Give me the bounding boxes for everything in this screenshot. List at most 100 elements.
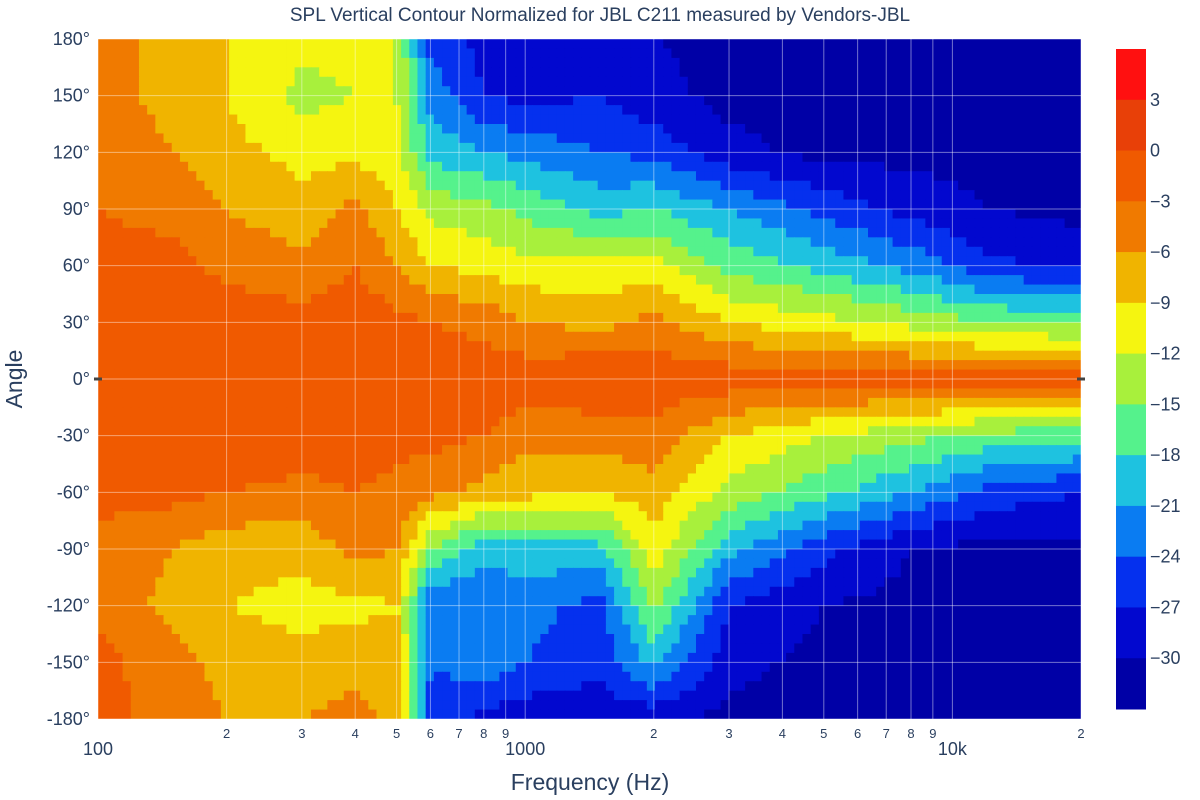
contour-cell: [556, 275, 566, 286]
contour-cell: [466, 114, 476, 125]
contour-cell: [794, 67, 804, 78]
contour-cell: [597, 152, 607, 163]
contour-cell: [687, 246, 697, 257]
contour-cell: [302, 152, 312, 163]
contour-cell: [663, 124, 673, 135]
contour-cell: [638, 180, 648, 191]
contour-cell: [1056, 350, 1066, 361]
contour-cell: [106, 312, 115, 323]
contour-cell: [278, 275, 288, 286]
contour-cell: [417, 86, 427, 97]
contour-cell: [458, 180, 468, 191]
contour-cell: [114, 39, 124, 50]
contour-cell: [1072, 246, 1081, 257]
contour-cell: [999, 275, 1008, 286]
contour-cell: [499, 407, 509, 418]
contour-cell: [949, 199, 959, 210]
contour-cell: [237, 86, 247, 97]
contour-cell: [1007, 190, 1017, 201]
contour-cell: [802, 303, 812, 314]
contour-cell: [736, 237, 746, 248]
contour-cell: [1072, 265, 1081, 276]
contour-cell: [220, 416, 230, 427]
contour-cell: [335, 350, 345, 361]
contour-cell: [884, 246, 894, 257]
contour-cell: [933, 322, 943, 333]
contour-cell: [106, 142, 115, 153]
contour-cell: [212, 161, 222, 172]
contour-cell: [442, 303, 451, 314]
contour-cell: [728, 161, 738, 172]
contour-cell: [835, 171, 845, 182]
contour-cell: [1040, 124, 1049, 135]
contour-cell: [679, 142, 689, 153]
contour-cell: [384, 284, 394, 295]
contour-cell: [401, 265, 410, 276]
contour-cell: [1007, 199, 1017, 210]
contour-cell: [204, 294, 214, 305]
contour-cell: [769, 105, 779, 116]
contour-cell: [1048, 416, 1058, 427]
contour-cell: [368, 416, 378, 427]
contour-cell: [106, 350, 115, 361]
contour-cell: [450, 256, 460, 267]
contour-cell: [229, 199, 238, 210]
contour-cell: [253, 152, 263, 163]
contour-cell: [483, 294, 492, 305]
contour-cell: [868, 256, 877, 267]
contour-cell: [949, 76, 959, 87]
contour-cell: [720, 379, 730, 390]
contour-cell: [933, 341, 943, 352]
contour-cell: [310, 331, 320, 342]
contour-cell: [720, 360, 730, 371]
contour-cell: [368, 360, 378, 371]
contour-cell: [843, 86, 853, 97]
contour-cell: [450, 369, 460, 380]
contour-cell: [286, 416, 296, 427]
contour-cell: [310, 161, 320, 172]
contour-cell: [769, 341, 779, 352]
contour-cell: [786, 86, 795, 97]
contour-cell: [147, 360, 156, 371]
contour-cell: [523, 180, 533, 191]
contour-cell: [589, 397, 599, 408]
contour-cell: [786, 350, 795, 361]
contour-cell: [786, 133, 795, 144]
contour-cell: [925, 369, 935, 380]
contour-cell: [450, 105, 460, 116]
contour-cell: [745, 303, 754, 314]
contour-cell: [368, 171, 378, 182]
contour-cell: [491, 142, 500, 153]
contour-cell: [515, 350, 525, 361]
contour-cell: [458, 48, 468, 59]
contour-cell: [868, 397, 877, 408]
contour-cell: [990, 190, 1000, 201]
contour-cell: [442, 350, 451, 361]
contour-cell: [556, 39, 566, 50]
contour-cell: [196, 322, 206, 333]
contour-cell: [1023, 303, 1033, 314]
contour-cell: [491, 416, 500, 427]
contour-cell: [327, 397, 337, 408]
contour-cell: [466, 388, 476, 399]
contour-cell: [253, 171, 263, 182]
contour-cell: [343, 265, 353, 276]
contour-cell: [622, 57, 632, 68]
contour-cell: [294, 124, 304, 135]
contour-cell: [368, 369, 378, 380]
contour-cell: [442, 379, 451, 390]
contour-cell: [859, 331, 869, 342]
contour-cell: [925, 190, 935, 201]
contour-cell: [851, 284, 861, 295]
contour-cell: [450, 360, 460, 371]
contour-cell: [982, 388, 992, 399]
contour-cell: [761, 142, 771, 153]
contour-cell: [1040, 86, 1049, 97]
contour-cell: [851, 152, 861, 163]
contour-cell: [827, 152, 836, 163]
contour-cell: [392, 180, 402, 191]
contour-cell: [1056, 86, 1066, 97]
contour-cell: [990, 133, 1000, 144]
contour-cell: [999, 256, 1008, 267]
contour-cell: [949, 86, 959, 97]
